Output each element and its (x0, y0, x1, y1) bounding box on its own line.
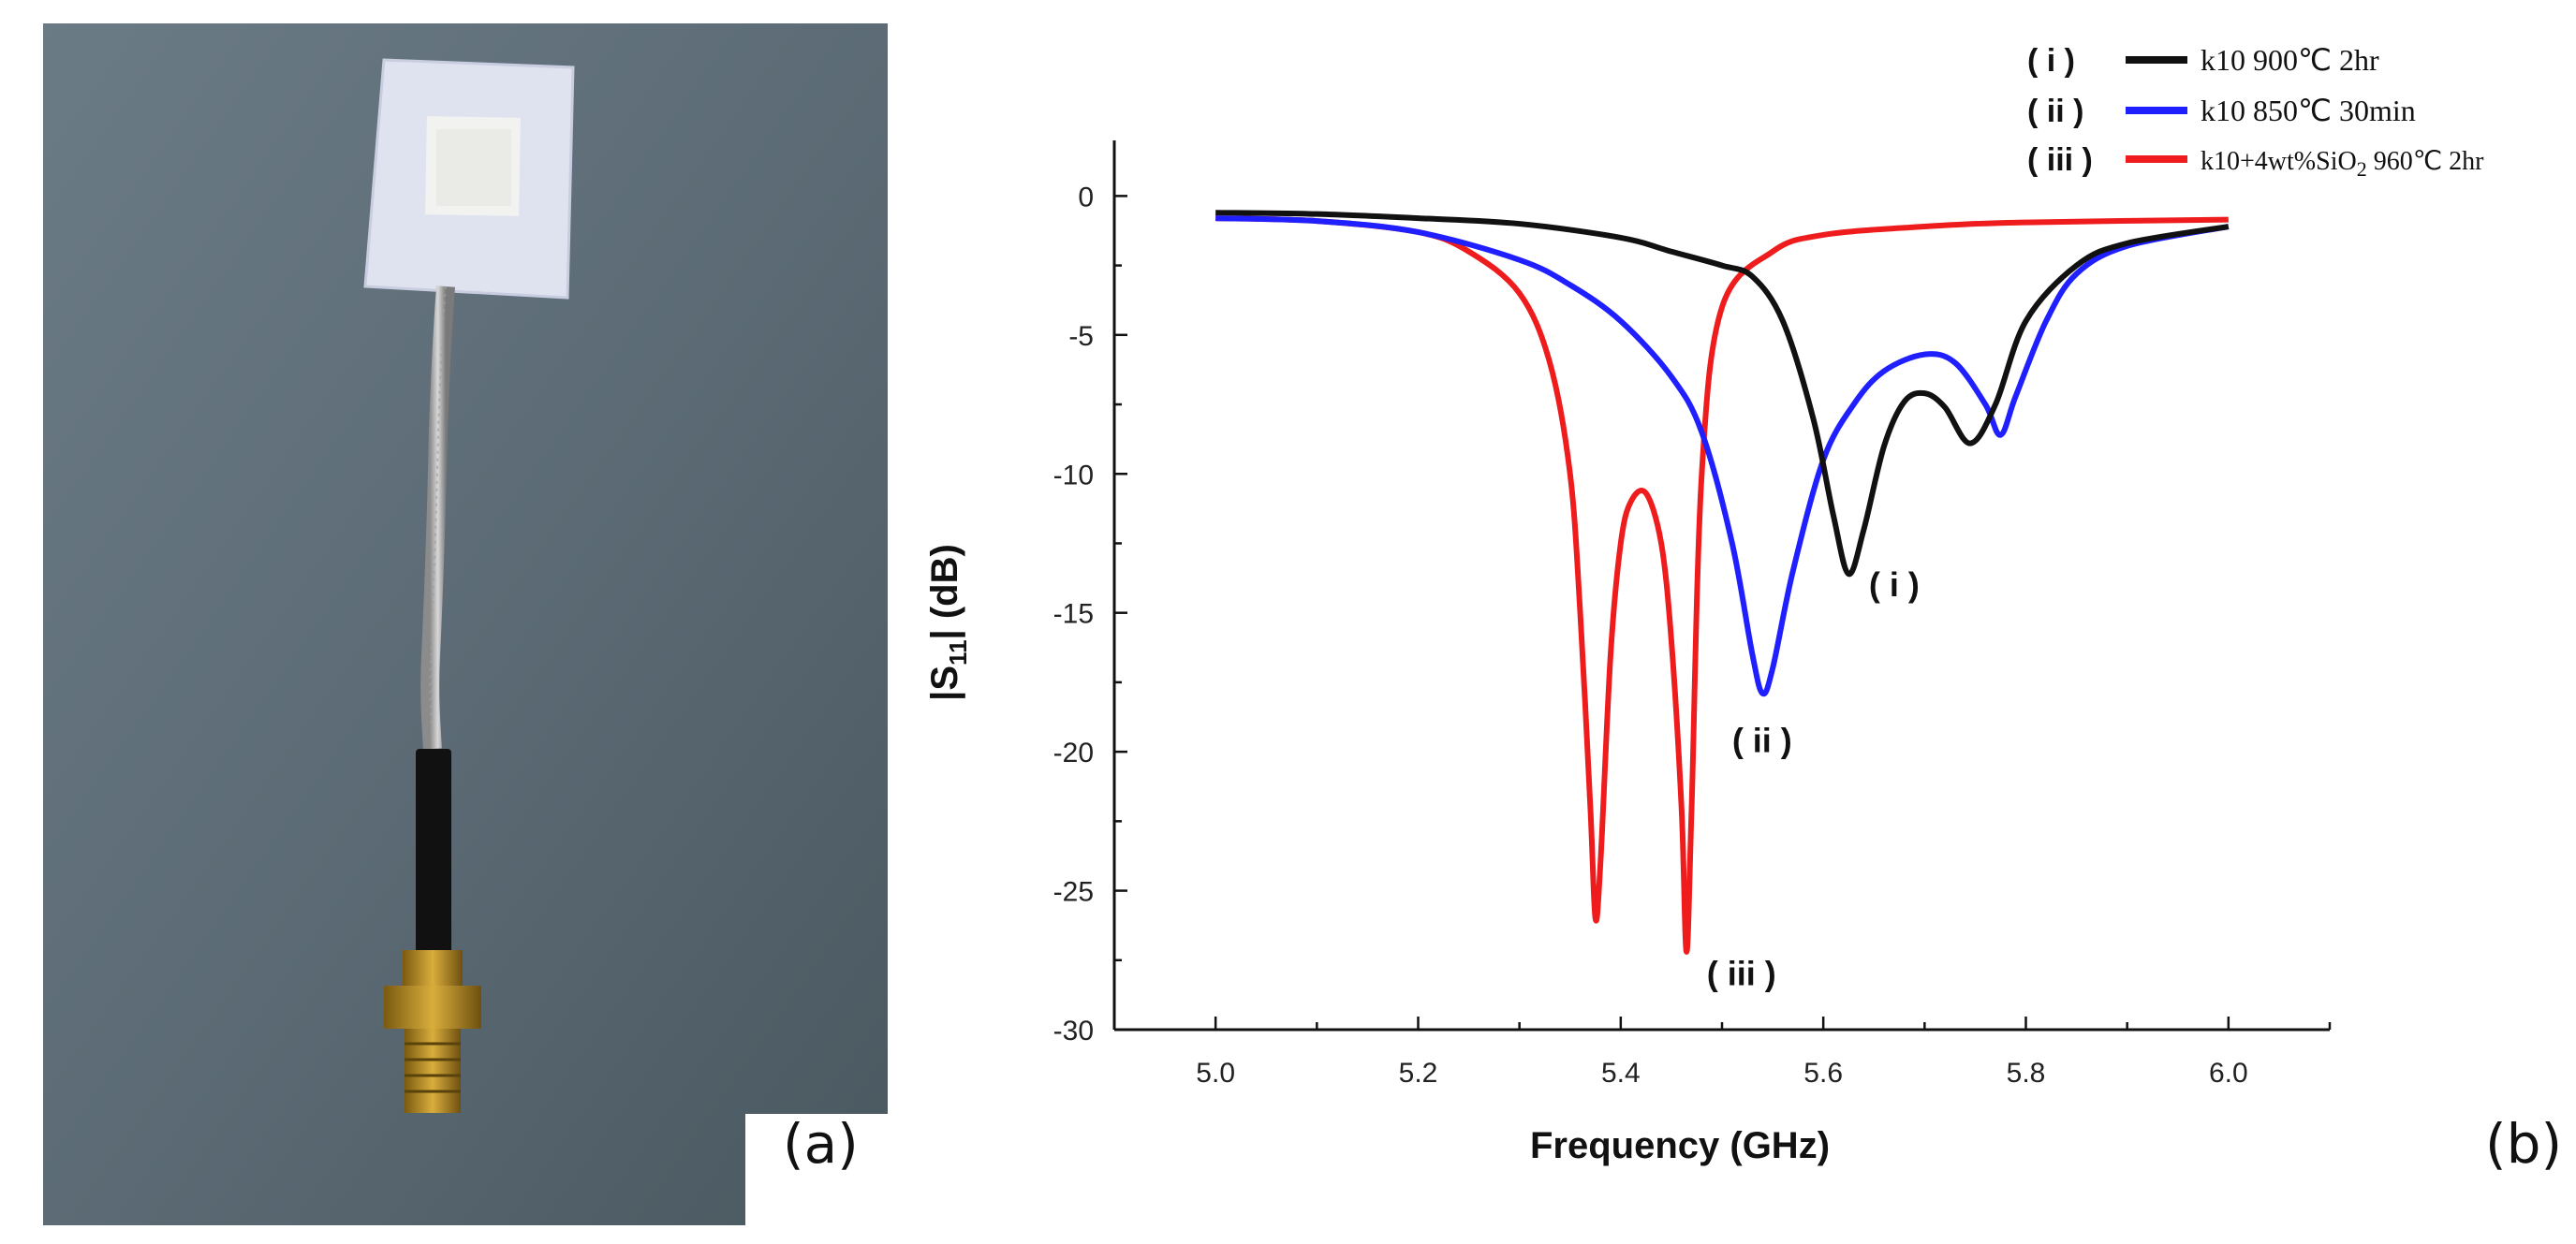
sma-connector (384, 950, 481, 1113)
axes: 0 -5 -10 -15 -20 -25 -30 5.0 5.2 5.4 5.6 5.8 6.0 Freq… (924, 140, 2332, 1166)
x-tick-label: 5.4 (1601, 1058, 1641, 1089)
x-tick-label: 6.0 (2209, 1058, 2248, 1089)
cable-sleeve (416, 749, 451, 983)
y-tick-label: -30 (1053, 1016, 1094, 1046)
y-tick-label: 0 (1078, 182, 1094, 212)
y-tick-label: -20 (1053, 738, 1094, 768)
y-axis-title: |S11| (dB) (924, 544, 972, 701)
x-tick-label: 5.2 (1399, 1058, 1438, 1089)
legend-label-3: k10+4wt%SiO2 960℃ 2hr (2201, 147, 2484, 181)
patch-antenna (363, 58, 575, 300)
legend-tag-1: ( i ) (2027, 43, 2075, 79)
legend-tag-3: ( iii ) (2027, 142, 2093, 178)
legend-tag-2: ( ii ) (2027, 94, 2083, 129)
series-layer (1215, 210, 2230, 955)
x-tick-label: 5.6 (1803, 1058, 1843, 1089)
panel-label-b: (b) (2485, 1112, 2563, 1176)
series-line-2 (1215, 215, 2230, 697)
series-line-1 (1215, 210, 2230, 578)
series-line-3 (1215, 215, 2229, 955)
x-tick-label: 5.0 (1196, 1058, 1235, 1089)
curve-annotation-3: ( iii ) (1707, 955, 1776, 993)
legend-label-2: k10 850℃ 30min (2201, 94, 2416, 127)
curve-annotation-2: ( ii ) (1732, 721, 1792, 759)
curve-annotation-1: ( i ) (1869, 565, 1920, 604)
photo-white-corner (745, 1114, 899, 1244)
y-tick-label: -15 (1053, 599, 1094, 630)
panel-label-a: (a) (783, 1112, 859, 1176)
legend-label-1: k10 900℃ 2hr (2201, 43, 2379, 77)
y-tick-label: -5 (1068, 321, 1094, 352)
antenna-photo (43, 23, 899, 1244)
y-tick-label: -10 (1053, 460, 1094, 490)
x-axis-title: Frequency (GHz) (1530, 1125, 1830, 1166)
x-tick-label: 5.8 (2007, 1058, 2046, 1089)
y-tick-label: -25 (1053, 877, 1094, 908)
legend: ( i ) k10 900℃ 2hr ( ii ) k10 850℃ 30min ( i… (2027, 43, 2484, 181)
annotations: ( i ) ( ii ) ( iii ) (1707, 565, 1920, 993)
